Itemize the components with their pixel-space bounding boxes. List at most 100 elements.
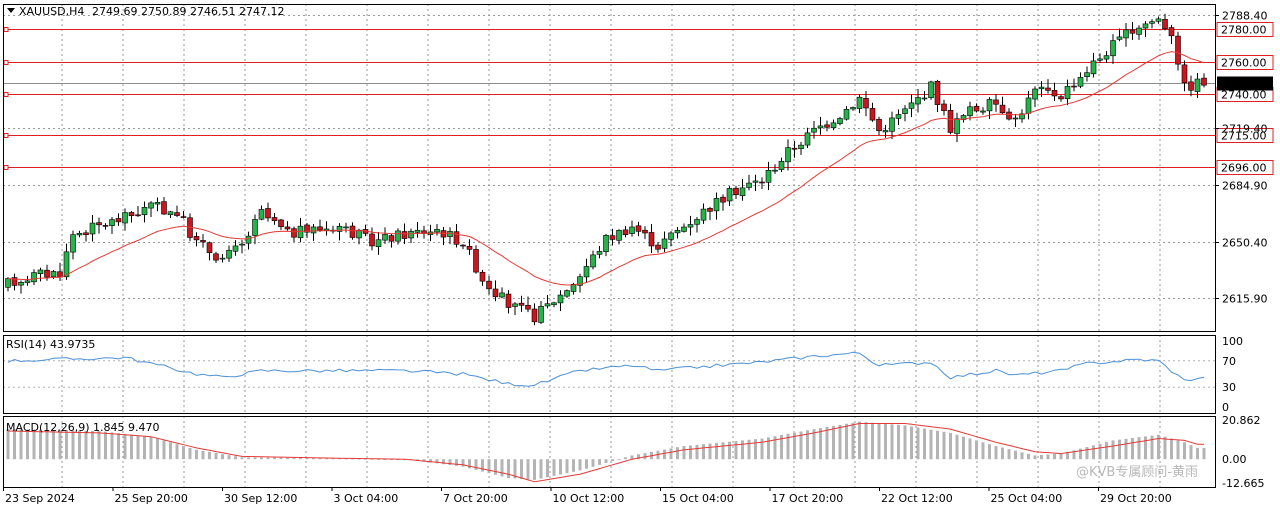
level-handle[interactable] — [3, 27, 9, 32]
candle-body — [1045, 87, 1051, 91]
macd-bar — [299, 457, 302, 460]
candle-body — [5, 278, 11, 288]
candles — [5, 13, 1207, 326]
candle-body — [1090, 60, 1097, 75]
candle-body — [993, 99, 999, 105]
candle-body — [544, 303, 551, 307]
macd-bar — [26, 429, 29, 460]
candle-body — [980, 110, 986, 113]
level-handle[interactable] — [3, 92, 9, 97]
candle-body — [622, 229, 629, 235]
macd-bar — [929, 429, 933, 460]
macd-bar — [799, 431, 803, 460]
macd-bar — [877, 423, 881, 460]
candle-body — [284, 226, 291, 230]
macd-bar — [1007, 449, 1011, 460]
candle-body — [863, 98, 869, 109]
macd-bar — [598, 459, 601, 465]
macd-bar — [169, 442, 172, 460]
rsi-axis-label: 100 — [1222, 335, 1243, 348]
macd-bar — [539, 459, 543, 479]
candle-body — [499, 292, 505, 298]
candle-body — [24, 280, 31, 283]
macd-bar — [923, 428, 926, 460]
candle-body — [616, 230, 622, 241]
macd-bar — [838, 424, 842, 460]
macd-bar — [500, 459, 504, 477]
macd-bar — [351, 458, 354, 460]
candle-body — [1012, 117, 1019, 120]
macd-bar — [507, 459, 510, 478]
candle-body — [505, 293, 512, 308]
candle-body — [18, 282, 24, 286]
level-handle[interactable] — [3, 60, 9, 65]
candle-body — [239, 243, 245, 246]
time-tick-label: 29 Oct 20:00 — [1100, 492, 1172, 505]
candle-body — [265, 208, 271, 219]
macd-bar — [279, 457, 283, 460]
candle-body — [135, 214, 141, 217]
candle-body — [447, 231, 453, 237]
candle-body — [889, 117, 895, 132]
candle-body — [408, 230, 414, 239]
macd-bar — [175, 444, 179, 460]
macd-bar — [916, 427, 920, 460]
dropdown-triangle-icon[interactable] — [7, 8, 15, 13]
macd-bar — [767, 437, 770, 460]
macd-bar — [422, 459, 426, 462]
price-tick-label: 2719.40 — [1222, 123, 1268, 136]
macd-bar — [234, 456, 237, 460]
macd-bar — [637, 454, 640, 460]
candle-body — [856, 96, 863, 109]
candle-body — [804, 132, 811, 146]
macd-bar — [143, 435, 146, 460]
candle-body — [739, 187, 746, 197]
candle-body — [531, 308, 538, 323]
level-tag — [1216, 128, 1274, 143]
candle-body — [583, 266, 590, 278]
macd-bar — [65, 430, 68, 460]
macd-bar — [663, 449, 666, 460]
candle-body — [785, 147, 791, 163]
macd-bar — [832, 425, 835, 460]
symbol-label: XAUUSD,H4 — [19, 5, 84, 18]
rsi-line — [7, 351, 1205, 387]
level-handle[interactable] — [3, 133, 9, 138]
horizontal-levels[interactable]: 2780.00 2760.00 2740.00 2715.00 2696.00 2747.… — [3, 22, 1274, 175]
macd-bar — [84, 430, 88, 460]
candle-body — [596, 251, 603, 255]
macd-bar — [461, 459, 465, 467]
time-tick-label: 10 Oct 12:00 — [553, 492, 625, 505]
pane-border — [3, 416, 1216, 488]
chart-header: XAUUSD,H4 2749.69 2750.89 2746.51 2747.1… — [7, 5, 284, 18]
candle-body — [1110, 40, 1116, 57]
level-label: 2760.00 — [1221, 57, 1267, 70]
candle-body — [122, 212, 128, 224]
level-handle[interactable] — [3, 165, 9, 170]
candle-body — [486, 280, 492, 290]
macd-bar — [188, 447, 192, 460]
macd-bar — [559, 459, 562, 475]
macd-bar — [1163, 436, 1167, 460]
macd-bar — [903, 425, 907, 460]
macd-bar — [383, 458, 387, 460]
candle-body — [434, 229, 440, 233]
candle-body — [557, 294, 564, 304]
candle-body — [850, 107, 856, 110]
macd-bar — [851, 422, 855, 460]
candle-body — [102, 225, 109, 227]
candle-body — [252, 219, 258, 236]
macd-bar — [988, 444, 991, 460]
macd-bar — [130, 434, 133, 460]
macd-bar — [1118, 439, 1121, 460]
macd-bar — [611, 459, 614, 462]
candle-body — [1194, 78, 1201, 92]
macd-bar — [949, 432, 952, 460]
macd-bar — [273, 457, 276, 460]
macd-bar — [1059, 453, 1063, 460]
macd-bar — [1085, 446, 1089, 460]
price-tick-label: 2650.40 — [1222, 237, 1268, 250]
time-tick-label: 30 Sep 12:00 — [224, 492, 297, 505]
macd-bar — [312, 458, 315, 460]
